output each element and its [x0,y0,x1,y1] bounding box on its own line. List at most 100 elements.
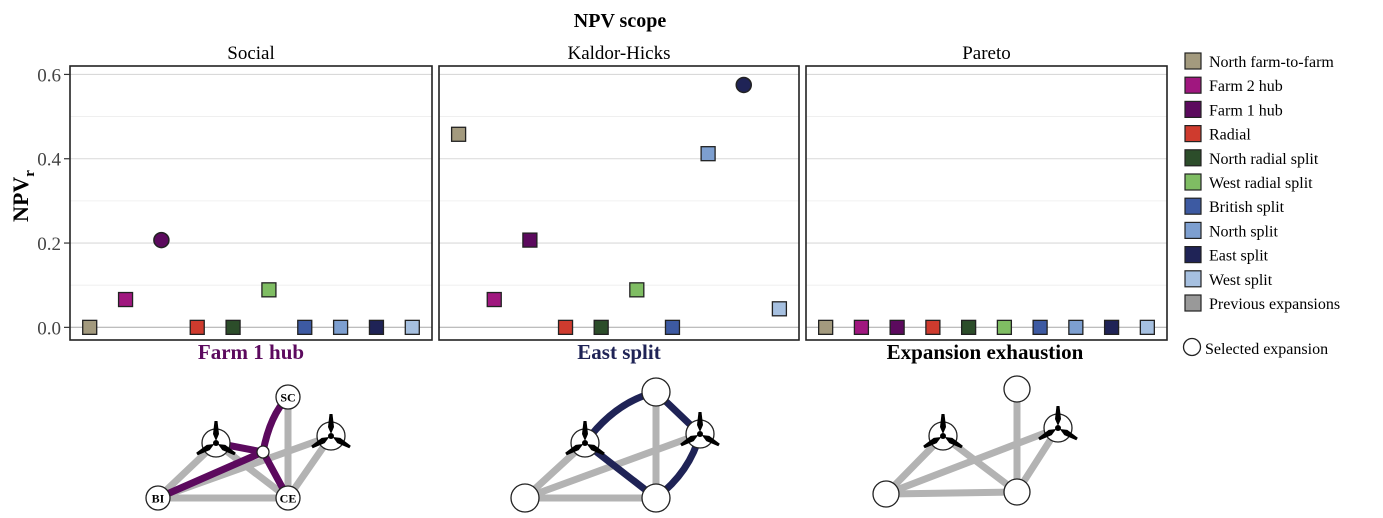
data-point [1103,319,1120,336]
legend-label: Radial [1209,127,1251,144]
legend-swatch [1184,100,1202,119]
legend: North farm-to-farm Farm 2 hub Farm 1 hub Ra… [1182,52,1340,358]
panel-title: Pareto [962,43,1011,64]
legend-item: West split [1184,270,1273,289]
data-point [853,319,870,336]
data-point [664,319,681,336]
data-point [82,319,98,336]
network-node [256,445,270,459]
network-node [510,483,540,513]
network-node: BI [145,485,171,511]
y-axis-label: NPVr [8,170,38,222]
legend-item: North radial split [1184,149,1319,168]
data-point [261,282,277,298]
legend-item: British split [1184,197,1285,216]
panel-title: Social [227,43,275,64]
legend-label: North split [1209,223,1278,240]
legend-label: Previous expansions [1209,296,1340,313]
network-node: CE [275,485,301,511]
data-point [117,291,134,308]
chart-title: NPV scope [574,10,667,32]
panel-kaldor-hicks: Kaldor-Hicks [438,43,800,341]
legend-label: North farm-to-farm [1209,54,1334,71]
legend-swatch [1184,246,1202,264]
wind-turbine-icon [923,414,963,451]
data-point [925,319,941,336]
data-point [700,146,716,162]
network-node: SC [275,384,301,410]
network-node [1003,478,1031,506]
data-point [486,291,502,308]
wind-turbine-icon [311,414,351,451]
network-node [641,483,671,513]
legend-label: West radial split [1209,175,1313,192]
legend-label: Farm 2 hub [1209,78,1283,95]
data-point [593,319,609,336]
panel-border [805,65,1168,341]
legend-item: North split [1184,221,1278,240]
wind-turbine-icon [680,412,720,449]
data-point-selected [153,231,170,249]
legend-item: East split [1184,246,1269,265]
data-point [889,319,905,336]
network-farm-1-hub: SC BI CE [145,384,351,511]
data-point [1032,319,1048,336]
network-expansion-exhaustion [872,375,1078,508]
legend-label: Selected expansion [1205,341,1328,358]
node-label: BI [152,492,165,506]
wind-turbine-icon [196,421,236,458]
data-point [189,319,205,336]
data-point [960,319,977,336]
legend-label: West split [1209,272,1273,289]
data-point [1139,319,1155,336]
panel-title: Kaldor-Hicks [567,43,670,64]
data-point [332,319,349,336]
legend-circle [1182,337,1202,357]
legend-swatch [1184,52,1202,70]
legend-swatch [1184,270,1202,288]
network-node [872,480,900,508]
node-label: CE [280,492,297,506]
y-tick-label: 0.6 [37,65,61,86]
data-point [1068,319,1084,336]
legend-label: Farm 1 hub [1209,102,1283,119]
legend-label: North radial split [1209,151,1319,168]
network-title: East split [577,340,660,364]
data-point [996,319,1013,336]
wind-turbine-icon [1038,406,1078,443]
panels: Social Kaldor-Hicks Pareto 0.0 0.2 0.4 0.6 [37,43,1168,341]
legend-swatch [1184,294,1202,312]
network-edge [882,488,1021,498]
network-title: Farm 1 hub [198,340,304,364]
data-point [818,319,834,336]
legend-swatch [1184,76,1202,94]
data-point [771,301,788,317]
data-point [522,232,538,248]
network-edge [154,448,267,502]
data-point [450,126,467,142]
legend-item-selected: Selected expansion [1182,337,1328,358]
wind-turbine-icon [565,421,605,458]
panel-border [438,65,800,341]
data-point [629,282,645,298]
panel-social: Social [69,43,433,341]
legend-swatch [1184,197,1202,215]
panel-border [69,65,433,341]
legend-item: West radial split [1184,173,1313,192]
legend-label: British split [1209,199,1285,216]
data-point [557,319,574,336]
data-point [225,319,241,336]
data-point [368,319,385,336]
legend-swatch [1184,149,1202,167]
y-tick-label: 0.0 [37,318,61,339]
panel-pareto: Pareto [805,43,1168,341]
legend-item: Farm 1 hub [1184,100,1283,119]
data-point-selected [735,76,753,94]
legend-item: Previous expansions [1184,294,1340,313]
legend-swatch [1184,221,1202,239]
node-label: SC [280,391,295,405]
network-node [1003,375,1031,403]
legend-swatch [1184,124,1202,143]
data-point [297,319,313,336]
